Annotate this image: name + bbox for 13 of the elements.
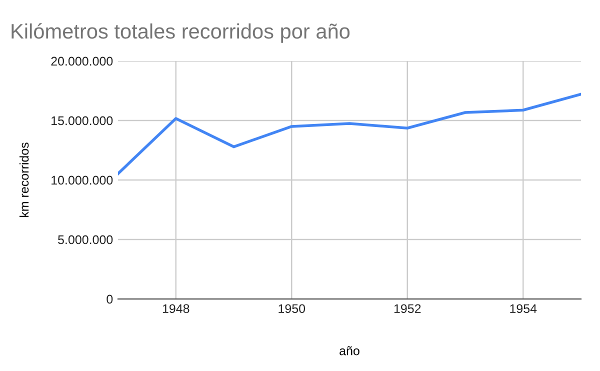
x-tick-label: 1948	[162, 304, 190, 314]
x-tick-label: 1950	[278, 304, 306, 314]
line-series	[118, 92, 581, 176]
y-tick-label: 0	[106, 294, 113, 304]
chart-title: Kilómetros totales recorridos por año	[12, 23, 350, 43]
y-tick-label: 20.000.000	[51, 56, 113, 66]
y-tick-label: 5.000.000	[58, 235, 113, 244]
x-axis-title: año	[340, 346, 360, 356]
y-axis-title: km recorridos	[19, 142, 29, 218]
x-tick-label: 1952	[394, 304, 421, 314]
y-tick-label: 15.000.000	[52, 116, 113, 126]
y-tick-label: 10.000.000	[52, 176, 113, 185]
x-tick-label: 1954	[510, 304, 537, 314]
